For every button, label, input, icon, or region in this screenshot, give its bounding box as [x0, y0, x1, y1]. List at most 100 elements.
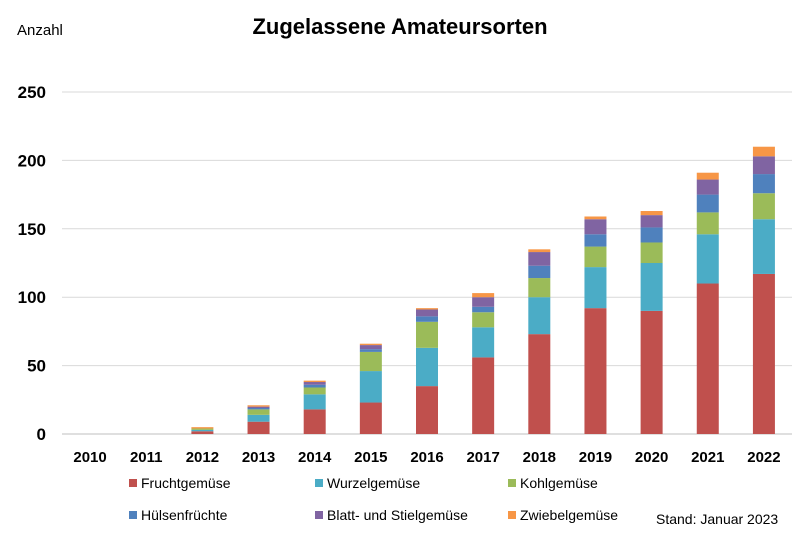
bar-segment — [528, 334, 551, 434]
y-tick-label: 150 — [18, 220, 46, 239]
legend-item: Fruchtgemüse — [129, 475, 231, 491]
stand-annotation: Stand: Januar 2023 — [656, 511, 778, 527]
x-tick-label: 2019 — [579, 449, 612, 466]
x-tick-label: 2014 — [298, 449, 332, 466]
bar-segment — [584, 267, 607, 309]
bar-segment — [584, 234, 607, 247]
bar-segment — [416, 386, 438, 434]
y-tick-label: 0 — [37, 425, 46, 444]
bar-segment — [416, 316, 438, 322]
bar-segment — [416, 309, 438, 317]
bar-segment — [191, 427, 214, 429]
legend-swatch — [315, 511, 323, 519]
bar-segment — [247, 408, 270, 410]
bar-segment — [303, 409, 326, 434]
bar-segment — [752, 219, 775, 274]
legend-label: Hülsenfrüchte — [141, 507, 228, 523]
legend-label: Wurzelgemüse — [327, 475, 420, 491]
bar-segment — [247, 414, 270, 422]
legend-item: Zwiebelgemüse — [508, 507, 618, 523]
legend-swatch — [315, 479, 323, 487]
bar-segment — [416, 308, 438, 310]
bar-segment — [191, 428, 214, 430]
bar-segment — [191, 431, 214, 434]
bar-segment — [303, 394, 326, 410]
bar-segment — [696, 234, 719, 284]
bar-segment — [247, 421, 270, 434]
bar-segment — [752, 193, 775, 220]
x-tick-label: 2016 — [410, 449, 443, 466]
bar-segment — [303, 380, 326, 383]
bar-segment — [752, 156, 775, 175]
bar-segment — [472, 306, 495, 313]
x-tick-label: 2012 — [186, 449, 219, 466]
y-tick-label: 250 — [18, 83, 46, 102]
x-tick-label: 2021 — [691, 449, 724, 466]
bars — [191, 146, 775, 434]
x-tick-labels: 2010 2011 2012 2013 2014 2015 2016 2017 2018 2019… — [73, 449, 780, 466]
bar-segment — [640, 215, 663, 228]
bar-segment — [752, 273, 775, 434]
legend-swatch — [508, 479, 516, 487]
bar-segment — [247, 409, 270, 415]
bar-segment — [696, 179, 719, 195]
bar-segment — [359, 402, 382, 434]
bar-segment — [472, 312, 495, 328]
bar-segment — [472, 297, 495, 307]
legend-label: Fruchtgemüse — [141, 475, 231, 491]
bar-segment — [528, 252, 551, 266]
gridlines — [62, 91, 792, 435]
bar-segment — [359, 349, 382, 352]
bar-segment — [584, 246, 607, 268]
bar-segment — [696, 212, 719, 235]
bar-segment — [472, 357, 495, 434]
x-tick-label: 2015 — [354, 449, 387, 466]
bar-segment — [359, 343, 382, 346]
legend: Fruchtgemüse Wurzelgemüse Kohlgemüse Hülsen… — [129, 475, 618, 523]
bar-segment — [640, 263, 663, 311]
bar-segment — [696, 283, 719, 434]
bar-segment — [303, 382, 326, 385]
x-tick-label: 2013 — [242, 449, 275, 466]
bar-segment — [640, 211, 663, 216]
bar-segment — [696, 172, 719, 180]
x-tick-label: 2010 — [73, 449, 106, 466]
bar-segment — [584, 216, 607, 220]
bar-segment — [303, 387, 326, 395]
y-tick-label: 200 — [18, 151, 46, 170]
bar-segment — [247, 405, 270, 407]
legend-label: Kohlgemüse — [520, 475, 598, 491]
legend-item: Blatt- und Stielgemüse — [315, 507, 468, 523]
x-tick-label: 2020 — [635, 449, 668, 466]
bar-segment — [752, 174, 775, 194]
bar-segment — [359, 345, 382, 350]
bar-segment — [416, 347, 438, 387]
bar-segment — [472, 327, 495, 358]
bar-segment — [640, 227, 663, 243]
bar-segment — [528, 278, 551, 298]
x-tick-label: 2017 — [466, 449, 499, 466]
y-tick-label: 100 — [18, 288, 46, 307]
legend-item: Hülsenfrüchte — [129, 507, 228, 523]
bar-segment — [640, 310, 663, 434]
bar-segment — [191, 429, 214, 432]
bar-segment — [696, 194, 719, 213]
bar-segment — [528, 297, 551, 335]
bar-segment — [528, 265, 551, 279]
legend-swatch — [129, 511, 137, 519]
legend-swatch — [508, 511, 516, 519]
bar-segment — [640, 242, 663, 263]
bar-segment — [247, 406, 270, 409]
bar-segment — [359, 371, 382, 403]
y-tick-labels: 0 50 100 150 200 250 — [18, 83, 46, 444]
y-axis-label: Anzahl — [17, 22, 63, 39]
legend-item: Wurzelgemüse — [315, 475, 420, 491]
bar-segment — [584, 219, 607, 235]
x-tick-label: 2018 — [523, 449, 556, 466]
bar-segment — [303, 384, 326, 388]
legend-label: Zwiebelgemüse — [520, 507, 618, 523]
bar-segment — [584, 308, 607, 434]
legend-swatch — [129, 479, 137, 487]
